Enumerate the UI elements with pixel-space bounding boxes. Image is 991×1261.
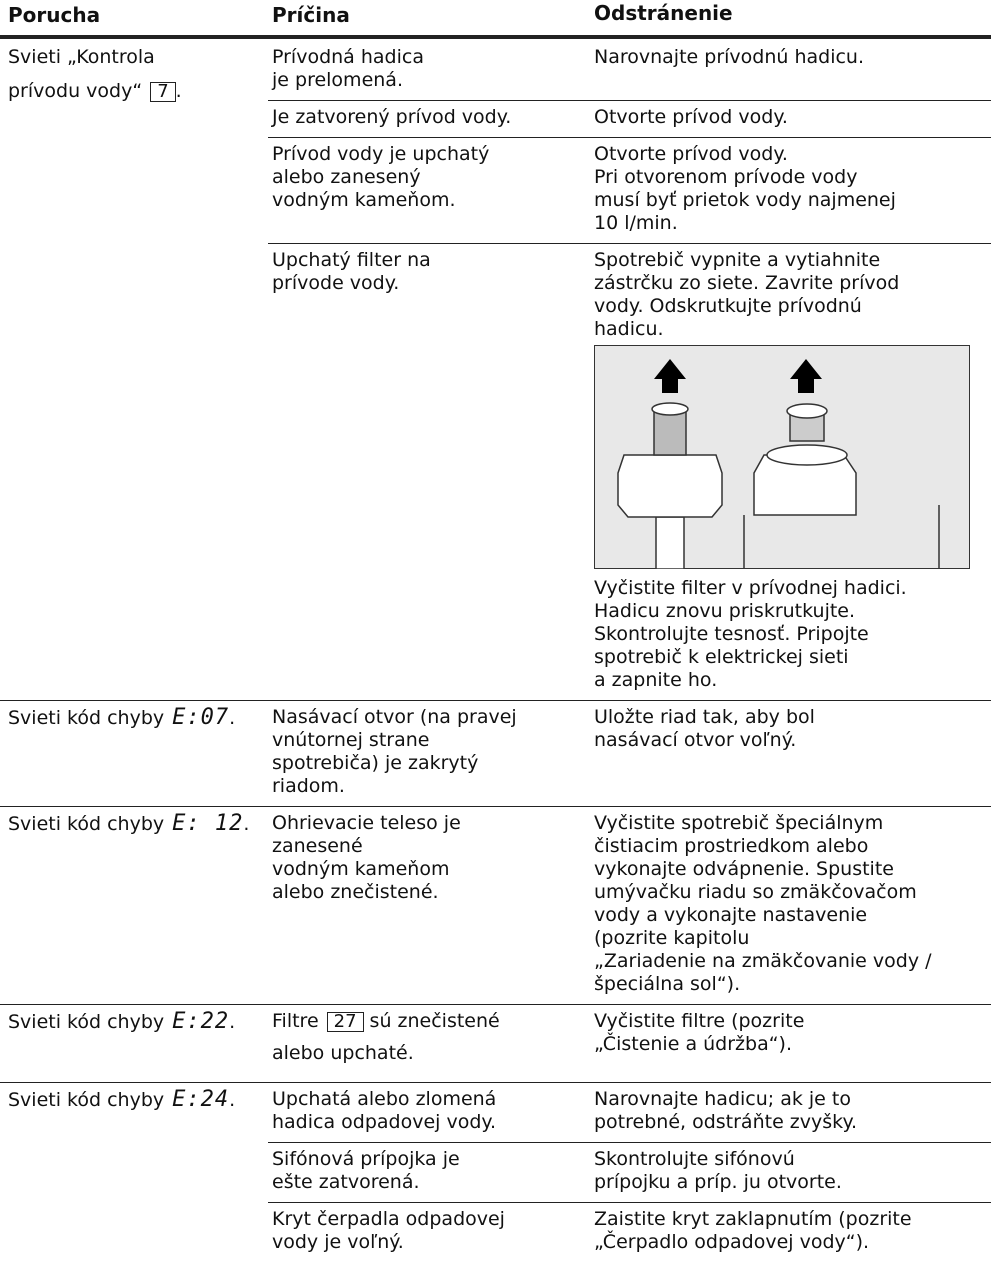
remedy-text: zástrčku zo siete. Zavrite prívod bbox=[594, 272, 900, 294]
remedy-text: vykonajte odvápnenie. Spustite bbox=[594, 858, 894, 880]
fault-text: Svieti kód chyby E: 12. bbox=[8, 812, 249, 836]
remedy-text: Zaistite kryt zaklapnutím (pozrite bbox=[594, 1208, 912, 1230]
reference-number: 7 bbox=[150, 82, 176, 102]
remedy-text: Hadicu znovu priskrutkujte. bbox=[594, 600, 856, 622]
cause-text: Sifónová prípojka je bbox=[272, 1148, 460, 1170]
fault-text: prívodu vody“ 7. bbox=[8, 80, 182, 103]
remedy-text: nasávací otvor voľný. bbox=[594, 729, 797, 751]
cause-text: ešte zatvorená. bbox=[272, 1171, 420, 1193]
cause-text: hadica odpadovej vody. bbox=[272, 1111, 496, 1133]
fault-text: Svieti „Kontrola bbox=[8, 46, 155, 69]
cause-text: Upchatá alebo zlomená bbox=[272, 1088, 497, 1110]
error-code: E: 12 bbox=[172, 811, 244, 836]
cause-text: alebo upchaté. bbox=[272, 1042, 414, 1064]
fault-line: Svieti „Kontrola bbox=[8, 46, 155, 68]
fault-line: Svieti kód chyby bbox=[8, 1089, 165, 1111]
cause-text: Je zatvorený prívod vody. bbox=[272, 106, 512, 128]
cause-text: zanesené bbox=[272, 835, 363, 857]
cause-line: sú znečistené bbox=[369, 1010, 500, 1032]
fault-suffix: . bbox=[229, 1011, 236, 1033]
remedy-text: Vyčistite spotrebič špeciálnym bbox=[594, 812, 884, 834]
fault-suffix: . bbox=[229, 1089, 236, 1111]
error-code: E:24 bbox=[172, 1087, 230, 1112]
error-code: E:07 bbox=[172, 705, 230, 730]
cause-text: alebo znečistené. bbox=[272, 881, 439, 903]
remedy-text: umývačku riadu so zmäkčovačom bbox=[594, 881, 917, 903]
remedy-text: a zapnite ho. bbox=[594, 669, 718, 691]
remedy-text: Otvorte prívod vody. bbox=[594, 106, 788, 128]
fault-suffix: . bbox=[243, 813, 250, 835]
remedy-text: Skontrolujte sifónovú bbox=[594, 1148, 795, 1170]
header-rule bbox=[0, 35, 991, 39]
cause-text: alebo zanesený bbox=[272, 166, 421, 188]
cause-text: vody je voľný. bbox=[272, 1231, 404, 1253]
fault-line: Svieti kód chyby bbox=[8, 707, 165, 729]
remedy-text: špeciálna sol“). bbox=[594, 973, 741, 995]
remedy-text: „Čistenie a údržba“). bbox=[594, 1033, 793, 1055]
cause-text: prívode vody. bbox=[272, 272, 400, 294]
fault-suffix: . bbox=[229, 707, 236, 729]
remedy-text: „Zariadenie na zmäkčovanie vody / bbox=[594, 950, 932, 972]
cause-text: vodným kameňom bbox=[272, 858, 450, 880]
fault-suffix: . bbox=[175, 80, 182, 102]
remedy-text: vody a vykonajte nastavenie bbox=[594, 904, 868, 926]
row-rule bbox=[0, 700, 991, 701]
cause-text: Prívodná hadica bbox=[272, 46, 424, 68]
cause-text: vodným kameňom. bbox=[272, 189, 456, 211]
remedy-text: potrebné, odstráňte zvyšky. bbox=[594, 1111, 858, 1133]
row-rule bbox=[0, 1004, 991, 1005]
row-rule bbox=[268, 1142, 991, 1143]
filter-illustration bbox=[594, 345, 970, 569]
remedy-text: Vyčistite filter v prívodnej hadici. bbox=[594, 577, 907, 599]
row-rule bbox=[268, 1202, 991, 1203]
cause-text: Nasávací otvor (na pravej bbox=[272, 706, 517, 728]
row-rule bbox=[268, 137, 991, 138]
remedy-text: prípojku a príp. ju otvorte. bbox=[594, 1171, 842, 1193]
cause-text: Prívod vody je upchatý bbox=[272, 143, 490, 165]
cause-text: Filtre 27 sú znečistené bbox=[272, 1010, 500, 1033]
remedy-text: Skontrolujte tesnosť. Pripojte bbox=[594, 623, 869, 645]
remedy-text: „Čerpadlo odpadovej vody“). bbox=[594, 1231, 870, 1253]
remedy-text: 10 l/min. bbox=[594, 212, 678, 234]
reference-number: 27 bbox=[326, 1012, 364, 1032]
remedy-text: spotrebič k elektrickej sieti bbox=[594, 646, 849, 668]
cause-text: spotrebiča) je zakrytý bbox=[272, 752, 479, 774]
cause-text: Kryt čerpadla odpadovej bbox=[272, 1208, 505, 1230]
remedy-text: musí byť prietok vody najmenej bbox=[594, 189, 896, 211]
cause-text: riadom. bbox=[272, 775, 345, 797]
remedy-text: Uložte riad tak, aby bol bbox=[594, 706, 815, 728]
cause-text: vnútornej strane bbox=[272, 729, 430, 751]
row-rule bbox=[0, 806, 991, 807]
row-rule bbox=[0, 1082, 991, 1083]
header-cause: Príčina bbox=[272, 3, 350, 27]
cause-text: je prelomená. bbox=[272, 69, 403, 91]
remedy-text: hadicu. bbox=[594, 318, 664, 340]
fault-line: prívodu vody“ bbox=[8, 80, 143, 102]
remedy-text: (pozrite kapitolu bbox=[594, 927, 750, 949]
remedy-text: Otvorte prívod vody. bbox=[594, 143, 788, 165]
header-fault: Porucha bbox=[8, 3, 101, 27]
remedy-text: čistiacim prostriedkom alebo bbox=[594, 835, 869, 857]
remedy-text: Narovnajte hadicu; ak je to bbox=[594, 1088, 851, 1110]
fault-text: Svieti kód chyby E:07. bbox=[8, 706, 235, 730]
cause-text: Ohrievacie teleso je bbox=[272, 812, 461, 834]
fault-line: Svieti kód chyby bbox=[8, 1011, 165, 1033]
row-rule bbox=[268, 243, 991, 244]
remedy-text: vody. Odskrutkujte prívodnú bbox=[594, 295, 862, 317]
fault-line: Svieti kód chyby bbox=[8, 813, 165, 835]
error-code: E:22 bbox=[172, 1009, 230, 1034]
fault-text: Svieti kód chyby E:24. bbox=[8, 1088, 235, 1112]
cause-text: Upchatý filter na bbox=[272, 249, 431, 271]
cause-lead: Filtre bbox=[272, 1010, 319, 1032]
fault-text: Svieti kód chyby E:22. bbox=[8, 1010, 235, 1034]
remedy-text: Vyčistite filtre (pozrite bbox=[594, 1010, 805, 1032]
remedy-text: Pri otvorenom prívode vody bbox=[594, 166, 858, 188]
header-remedy: Odstránenie bbox=[594, 1, 733, 25]
remedy-text: Spotrebič vypnite a vytiahnite bbox=[594, 249, 881, 271]
row-rule bbox=[268, 100, 991, 101]
remedy-text: Narovnajte prívodnú hadicu. bbox=[594, 46, 865, 68]
